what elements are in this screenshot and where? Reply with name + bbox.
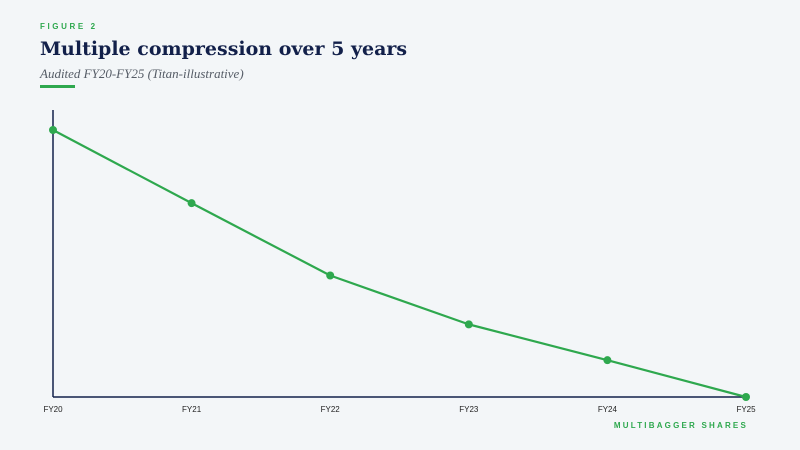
series-line-0	[52, 129, 747, 399]
figure-label: FIGURE 2	[40, 22, 98, 31]
x-tick-label-fy25: FY25	[736, 405, 756, 414]
x-tick-label-fy24: FY24	[598, 405, 618, 414]
data-point-fy25	[742, 393, 750, 401]
x-tick-label-fy22: FY22	[321, 405, 341, 414]
chart-axes	[52, 110, 746, 398]
data-point-fy23	[464, 320, 473, 329]
x-tick-labels: FY20 FY21 FY22 FY23 FY24 FY25	[43, 405, 756, 414]
data-point-fy22	[326, 271, 335, 280]
accent-rule	[40, 85, 75, 88]
chart-subtitle: Audited FY20-FY25 (Titan-illustrative)	[40, 66, 244, 81]
data-point-fy20	[49, 126, 57, 134]
x-tick-label-fy20: FY20	[43, 405, 63, 414]
data-point-fy24	[603, 356, 612, 365]
x-tick-label-fy21: FY21	[182, 405, 202, 414]
chart-title: Multiple compression over 5 years	[40, 38, 408, 60]
data-point-fy21	[187, 199, 196, 208]
series-layer	[49, 126, 750, 401]
source-label: MULTIBAGGER SHARES	[613, 421, 748, 430]
x-tick-label-fy23: FY23	[459, 405, 479, 414]
